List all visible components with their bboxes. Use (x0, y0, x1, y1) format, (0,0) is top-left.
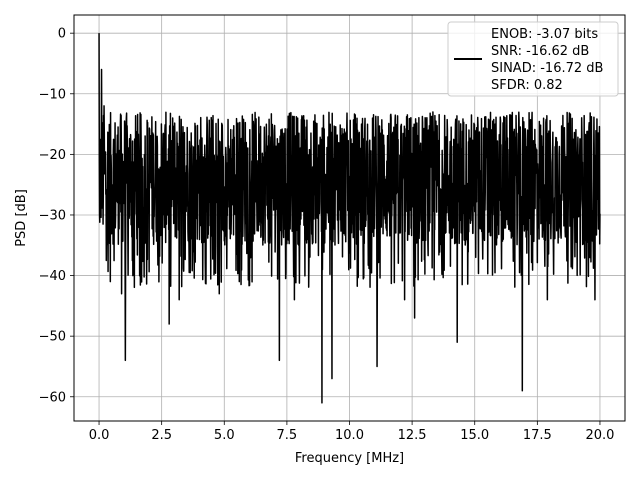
y-tick-label: −60 (39, 390, 66, 405)
y-tick-label: −50 (39, 330, 66, 345)
x-tick-label: 5.0 (214, 428, 235, 443)
x-tick-label: 17.5 (523, 428, 552, 443)
psd-trace (98, 33, 601, 404)
legend-snr: SNR: -16.62 dB (491, 44, 589, 59)
x-tick-label: 0.0 (89, 428, 110, 443)
x-tick-label: 15.0 (460, 428, 489, 443)
y-tick-label: −30 (39, 208, 66, 223)
x-axis-ticks: 0.0 2.5 5.0 7.5 10.0 12.5 15.0 17.5 20.0 (89, 421, 614, 443)
y-axis-ticks: 0 −10 −20 −30 −40 −50 −60 (39, 27, 74, 405)
x-tick-label: 10.0 (335, 428, 364, 443)
x-axis-label: Frequency [MHz] (295, 451, 404, 466)
legend-enob: ENOB: -3.07 bits (491, 27, 598, 42)
psd-series (98, 33, 601, 404)
legend-box (447, 21, 619, 97)
legend-sfdr: SFDR: 0.82 (491, 78, 563, 93)
legend: ENOB: -3.07 bits SNR: -16.62 dB SINAD: -… (447, 21, 619, 97)
x-tick-label: 12.5 (398, 428, 427, 443)
y-axis-label: PSD [dB] (14, 189, 29, 247)
y-tick-label: −10 (39, 87, 66, 102)
legend-sinad: SINAD: -16.72 dB (491, 61, 603, 76)
y-tick-label: −40 (39, 269, 66, 284)
y-tick-label: 0 (58, 27, 66, 42)
y-tick-label: −20 (39, 148, 66, 163)
x-tick-label: 20.0 (585, 428, 614, 443)
x-tick-label: 2.5 (151, 428, 172, 443)
x-tick-label: 7.5 (277, 428, 298, 443)
